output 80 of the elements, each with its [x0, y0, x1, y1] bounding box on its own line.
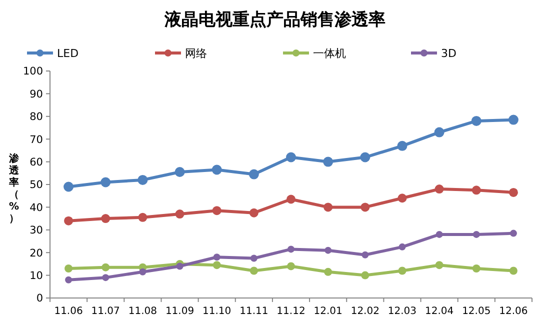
y-tick-label: 40 — [30, 202, 43, 214]
x-tick-label: 12.03 — [388, 306, 417, 317]
point — [324, 246, 332, 254]
point — [398, 194, 407, 203]
x-tick-label: 12.02 — [350, 306, 380, 317]
point — [324, 202, 333, 212]
point — [398, 243, 406, 250]
point — [64, 182, 74, 192]
y-tick-label: 0 — [36, 292, 43, 305]
point — [64, 216, 74, 226]
x-tick-label: 12.05 — [462, 306, 491, 317]
point — [361, 271, 370, 280]
point — [176, 262, 184, 270]
point — [102, 274, 110, 282]
y-tick-label: 10 — [30, 270, 43, 282]
point — [250, 266, 258, 275]
point — [508, 188, 518, 197]
y-tick-label: 80 — [30, 111, 43, 124]
point — [471, 116, 482, 126]
point — [213, 254, 220, 261]
x-tick-label: 11.07 — [91, 306, 120, 317]
point — [509, 266, 518, 275]
point — [508, 114, 518, 125]
y-tick-label: 30 — [30, 224, 43, 237]
x-tick-label: 11.06 — [54, 306, 83, 317]
point — [138, 212, 148, 222]
legend-label: 3D — [441, 46, 456, 60]
y-axis-title: 渗透率（%） — [8, 152, 20, 224]
x-tick-label: 11.10 — [202, 306, 232, 317]
point — [212, 164, 222, 175]
x-tick-label: 11.12 — [276, 306, 306, 317]
point — [434, 127, 444, 138]
point — [248, 169, 259, 180]
point — [175, 210, 184, 219]
point — [100, 177, 111, 188]
point — [434, 184, 444, 194]
x-tick-label: 12.04 — [424, 306, 454, 317]
point — [250, 254, 258, 262]
point — [286, 194, 296, 204]
y-tick-label: 70 — [30, 134, 43, 146]
x-tick-label: 11.09 — [165, 306, 194, 317]
x-tick-label: 12.06 — [499, 306, 528, 317]
x-tick-label: 12.01 — [314, 306, 342, 317]
point — [249, 208, 258, 218]
point — [288, 246, 294, 253]
point — [398, 266, 406, 275]
y-tick-label: 20 — [30, 247, 43, 260]
point — [65, 276, 72, 284]
point — [102, 263, 110, 272]
legend-label: LED — [57, 46, 79, 60]
x-tick-label: 11.08 — [128, 306, 158, 317]
point — [360, 202, 370, 212]
point — [323, 156, 334, 167]
chart-title: 液晶电视重点产品销售渗透率 — [164, 10, 386, 30]
point — [139, 268, 146, 276]
point — [360, 152, 370, 162]
x-tick-label: 11.11 — [240, 306, 268, 317]
y-tick-label: 50 — [30, 179, 43, 192]
legend-label: 一体机 — [313, 46, 346, 60]
y-tick-label: 100 — [22, 66, 43, 78]
point — [174, 167, 185, 178]
y-tick-label: 60 — [30, 156, 43, 168]
point — [286, 152, 296, 162]
point — [138, 174, 148, 185]
point — [101, 214, 110, 224]
point — [362, 251, 369, 258]
y-tick-label: 90 — [30, 88, 43, 100]
point — [436, 230, 443, 238]
point — [287, 262, 295, 270]
point — [472, 264, 480, 272]
point — [397, 140, 408, 151]
point — [212, 206, 222, 216]
point — [435, 261, 444, 270]
legend-label: 网络 — [185, 46, 207, 60]
point — [324, 268, 332, 276]
point — [212, 261, 221, 270]
point — [472, 186, 481, 195]
point — [64, 264, 73, 272]
point — [472, 230, 480, 238]
point — [510, 230, 517, 237]
